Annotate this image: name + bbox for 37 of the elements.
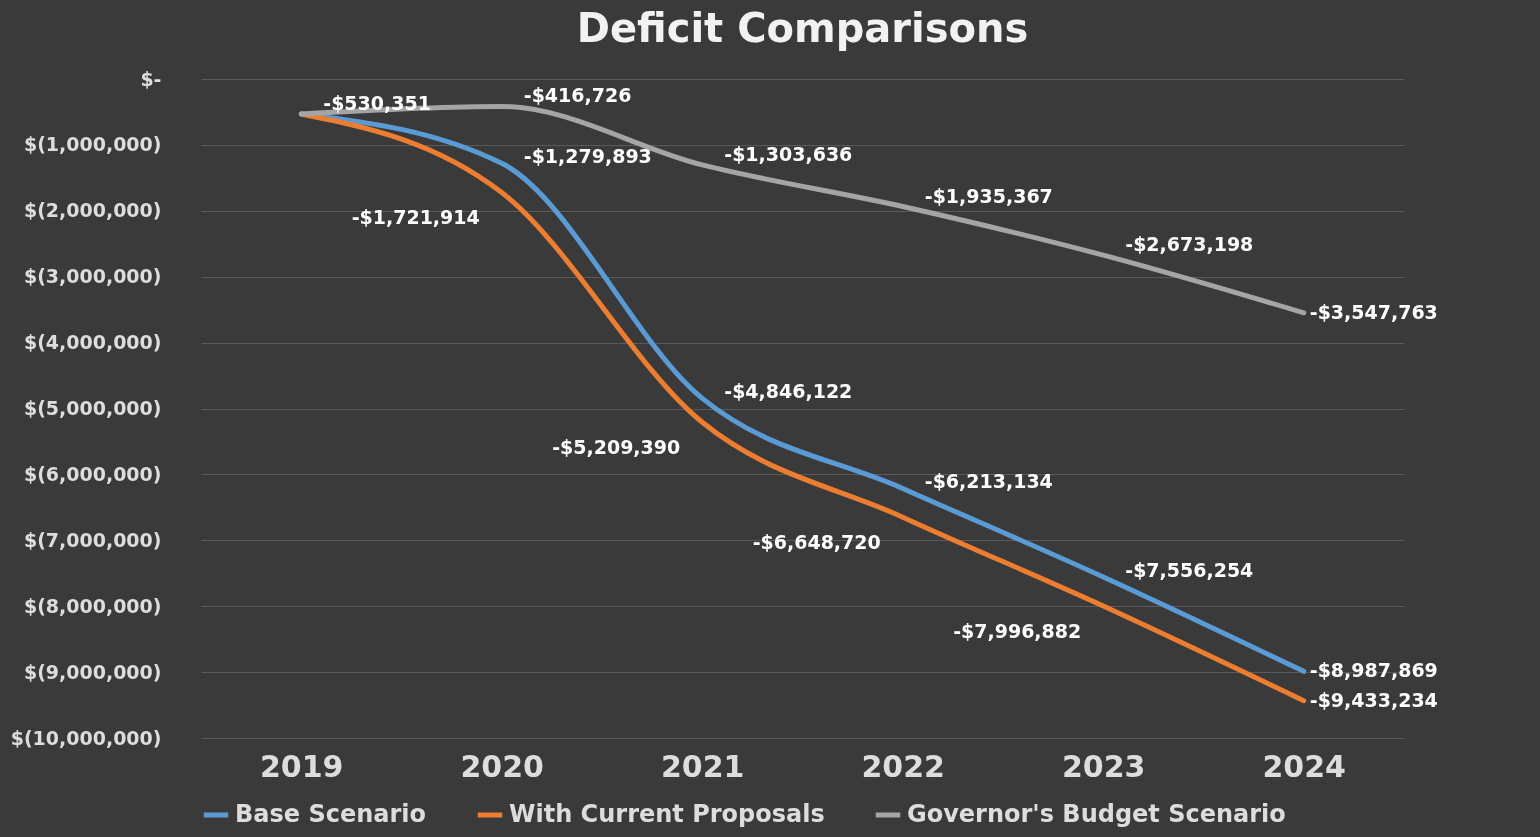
legend-label: With Current Proposals bbox=[509, 800, 825, 828]
data-label: -$4,846,122 bbox=[724, 380, 853, 403]
legend-label: Governor's Budget Scenario bbox=[907, 800, 1286, 828]
data-label: -$2,673,198 bbox=[1125, 233, 1254, 256]
data-label: -$6,648,720 bbox=[752, 531, 881, 554]
x-tick-label: 2021 bbox=[661, 748, 745, 784]
x-tick-label: 2020 bbox=[460, 748, 544, 784]
legend-label: Base Scenario bbox=[235, 800, 427, 828]
y-tick-label: $(2,000,000) bbox=[23, 199, 162, 222]
x-tick-label: 2024 bbox=[1262, 748, 1346, 784]
data-label: -$1,279,893 bbox=[523, 145, 652, 168]
y-tick-label: $(3,000,000) bbox=[23, 265, 162, 288]
data-label: -$9,433,234 bbox=[1309, 688, 1438, 711]
data-label: -$5,209,390 bbox=[552, 436, 681, 459]
data-label: -$6,213,134 bbox=[924, 470, 1053, 493]
y-tick-label: $(8,000,000) bbox=[23, 594, 162, 617]
data-label: -$416,726 bbox=[523, 84, 632, 107]
y-tick-label: $(10,000,000) bbox=[10, 726, 162, 749]
data-label: -$1,303,636 bbox=[724, 142, 853, 165]
chart-title: Deficit Comparisons bbox=[576, 5, 1029, 51]
data-label: -$1,935,367 bbox=[924, 184, 1053, 207]
y-tick-label: $(1,000,000) bbox=[23, 133, 162, 156]
x-tick-label: 2019 bbox=[260, 748, 344, 784]
y-tick-label: $(4,000,000) bbox=[23, 331, 162, 354]
y-tick-label: $- bbox=[140, 67, 162, 90]
y-tick-label: $(5,000,000) bbox=[23, 397, 162, 419]
data-label: -$8,987,869 bbox=[1309, 659, 1438, 682]
y-tick-label: $(9,000,000) bbox=[23, 660, 162, 683]
x-tick-label: 2023 bbox=[1062, 748, 1146, 784]
data-label: -$530,351 bbox=[323, 91, 431, 114]
y-tick-label: $(7,000,000) bbox=[23, 528, 162, 551]
data-label: -$3,547,763 bbox=[1309, 300, 1438, 323]
y-tick-label: $(6,000,000) bbox=[23, 462, 162, 485]
data-label: -$1,721,914 bbox=[351, 206, 480, 229]
data-label: -$7,996,882 bbox=[953, 619, 1082, 642]
data-label: -$7,556,254 bbox=[1125, 558, 1254, 581]
x-tick-label: 2022 bbox=[861, 748, 945, 784]
